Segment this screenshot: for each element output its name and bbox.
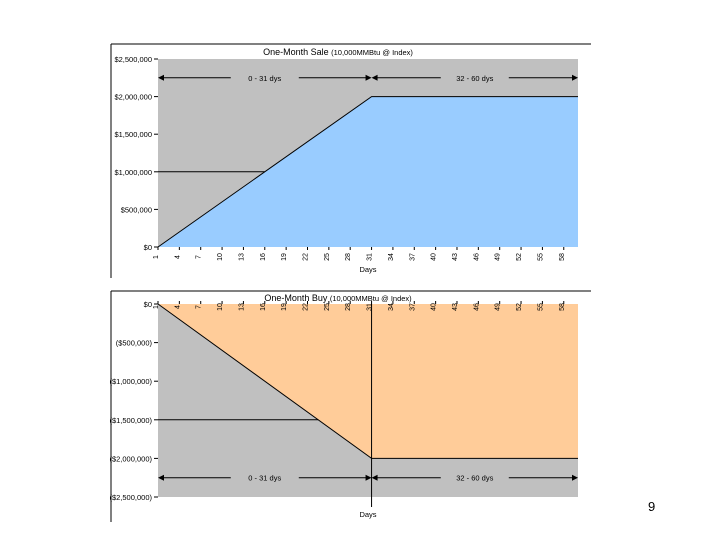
x-tick-label: 19: [281, 253, 288, 261]
x-tick-label: 43: [452, 303, 459, 311]
y-tick-label: ($1,000,000): [109, 377, 152, 386]
x-tick-label: 49: [495, 303, 502, 311]
span-annotation-label: 0 - 31 dys: [248, 474, 281, 483]
arrowhead-left: [371, 74, 378, 81]
x-tick-label: 7: [196, 305, 203, 309]
x-tick-label: 55: [537, 303, 544, 311]
x-tick-label: 58: [559, 303, 566, 311]
x-tick-label: 58: [559, 253, 566, 261]
x-tick-label: 1: [153, 255, 160, 259]
x-tick-label: 34: [388, 253, 395, 261]
x-tick-label: 37: [409, 303, 416, 311]
x-tick-label: 4: [174, 255, 181, 259]
x-tick-label: 52: [516, 303, 523, 311]
chart-title-main: One-Month Buy: [264, 293, 330, 303]
y-tick-label: $2,000,000: [114, 93, 152, 102]
arrowhead-left: [158, 474, 164, 481]
span-annotation-label: 0 - 31 dys: [248, 74, 281, 83]
x-tick-label: 16: [260, 253, 267, 261]
chart-title: One-Month Buy (10,000MMBtu @ Index): [264, 293, 412, 303]
y-tick-label: $500,000: [121, 205, 152, 214]
x-tick-label: 46: [473, 253, 480, 261]
x-tick-label: 4: [174, 305, 181, 309]
chart-title-main: One-Month Sale: [263, 47, 331, 57]
arrowhead-right: [365, 74, 372, 81]
x-tick-label: 55: [537, 253, 544, 261]
x-tick-label: 40: [431, 253, 438, 261]
x-tick-label: 16: [260, 303, 267, 311]
series-line: [157, 96, 578, 248]
x-tick-label: 19: [281, 303, 288, 311]
arrowhead-left: [158, 74, 164, 81]
x-tick-label: 28: [345, 303, 352, 311]
x-tick-label: 34: [388, 303, 395, 311]
y-tick-label: ($500,000): [116, 339, 153, 348]
y-tick-label: $1,500,000: [114, 130, 152, 139]
x-tick-label: 28: [345, 253, 352, 261]
one-month-sale-chart: $0 $500,000 $1,000,000 $1,500,000 $2,000,000…: [110, 43, 591, 278]
x-tick-label: 7: [196, 255, 203, 259]
x-tick-label: 25: [324, 303, 331, 311]
arrowhead-left: [371, 474, 378, 481]
page-number: 9: [648, 499, 656, 514]
x-tick-label: 37: [409, 253, 416, 261]
x-tick-label: 49: [495, 253, 502, 261]
x-tick-label: 52: [516, 253, 523, 261]
span-annotation-label: 32 - 60 dys: [456, 474, 493, 483]
arrowhead-right: [572, 74, 578, 81]
x-tick-label: 10: [217, 253, 224, 261]
x-tick-label: 13: [238, 253, 245, 261]
x-axis-label: Days: [359, 510, 376, 519]
area-fill: [158, 96, 578, 247]
x-tick-label: 43: [452, 253, 459, 261]
arrowhead-right: [365, 474, 372, 481]
chart-title: One-Month Sale (10,000MMBtu @ Index): [263, 47, 413, 57]
span-annotation-label: 32 - 60 dys: [456, 74, 493, 83]
y-tick-label: ($2,000,000): [109, 454, 152, 463]
x-tick-label: 13: [238, 303, 245, 311]
y-tick-label: $0: [144, 243, 152, 252]
x-tick-label: 22: [302, 303, 309, 311]
x-tick-label: 46: [473, 303, 480, 311]
x-tick-label: 10: [217, 303, 224, 311]
x-tick-label: 25: [324, 253, 331, 261]
x-tick-label: 31: [367, 303, 374, 311]
x-tick-label: 22: [302, 253, 309, 261]
y-tick-label: ($1,500,000): [109, 416, 152, 425]
chart-subtitle: (10,000MMBtu @ Index): [330, 294, 412, 303]
chart-subtitle: (10,000MMBtu @ Index): [331, 48, 413, 57]
area-fill: [158, 304, 578, 459]
y-tick-label: $0: [144, 300, 152, 309]
one-month-buy-chart: $0 ($500,000) ($1,000,000) ($1,500,000) ($2,…: [109, 290, 591, 522]
x-tick-label: 40: [431, 303, 438, 311]
y-tick-label: $2,500,000: [114, 55, 152, 64]
x-axis-label: Days: [359, 265, 376, 274]
x-tick-label: 1: [153, 305, 160, 309]
arrowhead-right: [572, 474, 578, 481]
y-tick-label: $1,000,000: [114, 168, 152, 177]
x-tick-label: 31: [367, 253, 374, 261]
y-tick-label: ($2,500,000): [109, 493, 152, 502]
